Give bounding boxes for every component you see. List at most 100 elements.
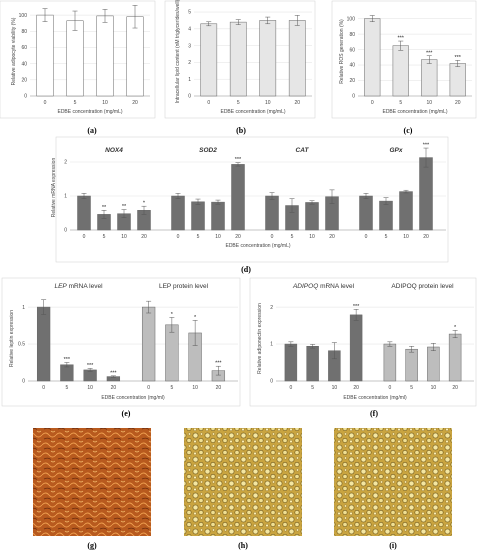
chart-e-significance-label: *** xyxy=(64,357,71,363)
chart-d-xtick-label: 5 xyxy=(103,234,106,240)
chart-b-xtick-label: 20 xyxy=(294,100,300,106)
chart-e-ytick-label: 0 xyxy=(22,379,25,385)
chart-d-xtick-label: 5 xyxy=(291,234,294,240)
chart-a-xtick-label: 0 xyxy=(44,100,47,106)
chart-e-ytick-label: 1 xyxy=(22,305,25,311)
chart-d-xtick-label: 20 xyxy=(329,234,335,240)
chart-d-bar xyxy=(359,195,373,231)
chart-e-xtick-label: 20 xyxy=(111,385,117,391)
chart-f-significance-label: * xyxy=(454,325,457,331)
chart-d-xtick-label: 0 xyxy=(83,234,86,240)
chart-c-ylabel: Relative ROS generation (%) xyxy=(339,19,345,84)
chart-b-ytick-label: 4 xyxy=(188,27,191,33)
chart-d-bar xyxy=(77,195,91,231)
chart-f-xtick-label: 20 xyxy=(353,385,359,391)
chart-e-group-title-text: LEP protein level xyxy=(159,283,209,290)
chart-b-bar xyxy=(229,21,247,97)
chart-f-bar xyxy=(306,346,319,382)
chart-f-xtick-label: 5 xyxy=(311,385,314,391)
chart-f-bar xyxy=(405,348,418,382)
chart-c-ytick-label: 100 xyxy=(347,16,356,22)
chart-c-significance-label: *** xyxy=(398,36,405,42)
chart-e-xtick-label: 5 xyxy=(65,385,68,391)
chart-c-ytick-label: 40 xyxy=(349,63,355,69)
chart-a-ytick-label: 80 xyxy=(21,29,27,35)
chart-f-ytick-label: 1 xyxy=(270,342,273,348)
chart-d-group-title: SOD2 xyxy=(199,147,217,154)
chart-b-xtick-label: 5 xyxy=(237,100,240,106)
chart-f-group-title: ADIPOQ mRNA level xyxy=(292,283,355,290)
chart-a-bar xyxy=(66,20,84,97)
chart-f-xtick-label: 10 xyxy=(431,385,437,391)
chart-a-xtick-label: 5 xyxy=(74,100,77,106)
chart-e-ylabel: Relative leptin expression xyxy=(9,310,15,367)
panel-label-b: (b) xyxy=(236,126,246,135)
chart-e-xtick-label: 10 xyxy=(87,385,93,391)
chart-f-bar xyxy=(284,343,298,382)
panel-label-e: (e) xyxy=(122,409,131,418)
chart-e-xtick-label: 10 xyxy=(192,385,198,391)
chart-f-xtick-label: 0 xyxy=(388,385,391,391)
chart-f-xtick-label: 0 xyxy=(289,385,292,391)
chart-b-xlabel: EDBE concentration (mg/mL) xyxy=(220,109,285,115)
chart-a-ylabel: Relative adipocyte viability (%) xyxy=(11,17,17,85)
chart-f-xtick-label: 10 xyxy=(332,385,338,391)
chart-d-significance-label: *** xyxy=(423,143,430,149)
chart-e-group-title-gene: LEP xyxy=(54,283,67,290)
chart-d-xtick-label: 20 xyxy=(423,234,429,240)
chart-c-ytick-label: 80 xyxy=(349,32,355,38)
chart-e-significance-label: *** xyxy=(215,361,222,367)
chart-f-xlabel: EDBE concentration (mg/ml) xyxy=(343,395,407,401)
chart-b-bar xyxy=(288,20,306,97)
chart-c-xtick-label: 5 xyxy=(399,100,402,106)
chart-a-ytick-label: 20 xyxy=(21,78,27,84)
chart-b-bar xyxy=(200,23,218,97)
chart-d-bar xyxy=(211,201,225,231)
chart-d-bar xyxy=(399,191,413,231)
chart-c-bar xyxy=(421,59,438,97)
chart-b-ylabel: Intracellular lipid content (nM triglyce… xyxy=(175,0,181,103)
chart-c-xtick-label: 20 xyxy=(455,100,461,106)
chart-b-ytick-label: 5 xyxy=(188,10,191,16)
chart-e-bar xyxy=(36,306,51,382)
chart-b-xtick-label: 10 xyxy=(265,100,271,106)
chart-d-significance-label: ** xyxy=(102,205,107,211)
chart-e-ytick-label: 0.5 xyxy=(18,342,25,348)
chart-e-group-title-text: mRNA level xyxy=(67,283,103,290)
chart-c-xlabel: EDBE concentration (mg/mL) xyxy=(382,109,447,115)
chart-b-ytick-label: 1 xyxy=(188,77,191,83)
chart-d-xlabel: EDBE concentration (mg/mL) xyxy=(225,243,290,249)
chart-b-ytick-label: 0 xyxy=(188,94,191,100)
chart-d-group-title: NOX4 xyxy=(105,147,123,154)
chart-e-xtick-label: 20 xyxy=(216,385,222,391)
chart-a-ytick-label: 40 xyxy=(21,61,27,67)
chart-a-bar xyxy=(96,15,114,97)
chart-f-xtick-label: 20 xyxy=(452,385,458,391)
chart-d-xtick-label: 5 xyxy=(197,234,200,240)
chart-d-bar xyxy=(171,195,185,231)
chart-f-group-title-text: ADIPOQ protein level xyxy=(391,283,454,290)
chart-d-significance-label: *** xyxy=(235,157,242,163)
chart-e-bar xyxy=(141,306,156,382)
chart-c-significance-label: *** xyxy=(455,55,462,61)
chart-c-bar xyxy=(449,63,466,97)
chart-f-bar xyxy=(448,333,462,382)
chart-b-bar xyxy=(259,20,277,97)
panel-label-d: (d) xyxy=(241,265,251,274)
chart-d-xtick-label: 5 xyxy=(385,234,388,240)
chart-d-xtick-label: 10 xyxy=(215,234,221,240)
micrograph-g xyxy=(33,428,151,536)
chart-b: 0 1 2 3 4 5 Intracellular lipid content (nM tr… xyxy=(164,0,316,119)
chart-d-xtick-label: 10 xyxy=(309,234,315,240)
chart-f-group-title-gene: ADIPOQ xyxy=(292,283,318,290)
chart-f-ytick-label: 2 xyxy=(270,305,273,311)
chart-a-ytick-label: 0 xyxy=(24,94,27,100)
chart-e-group-title: LEP mRNA level xyxy=(54,283,103,290)
chart-d-significance-label: * xyxy=(143,201,146,207)
micrograph-i xyxy=(334,428,452,536)
chart-d-bar xyxy=(379,200,393,231)
chart-e-xlabel: EDBE concentration (mg/ml) xyxy=(101,395,165,401)
